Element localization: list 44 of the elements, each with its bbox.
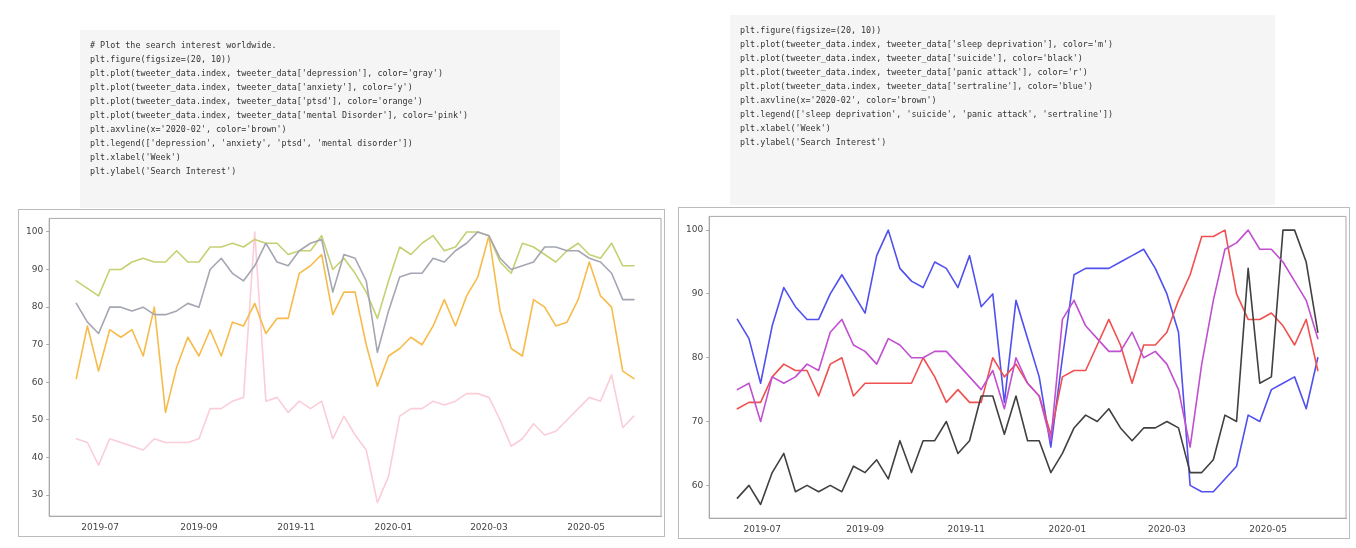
x-tick-label: 2020-05 xyxy=(567,521,605,532)
x-tick-label: 2020-03 xyxy=(470,521,508,532)
y-tick-label: 40 xyxy=(31,451,44,462)
y-tick-label: 90 xyxy=(691,288,704,299)
y-tick-label: 80 xyxy=(691,352,704,363)
text: plt.plot(tweeter_data.index, tweeter_data['anxiety'], color='y') xyxy=(90,81,414,94)
y-tick-label: 70 xyxy=(691,415,704,426)
y-tick-label: 80 xyxy=(31,301,44,312)
y-tick-label: 60 xyxy=(31,376,44,387)
text: plt.ylabel('Search Interest') xyxy=(90,165,238,178)
text: plt.xlabel('Week') xyxy=(740,122,832,135)
text: plt.plot(tweeter_data.index, tweeter_data['suicide'], color='black') xyxy=(740,52,1084,65)
text: plt.plot(tweeter_data.index, tweeter_data['panic attack'], color='r') xyxy=(740,66,1089,79)
x-tick-label: 2019-09 xyxy=(180,521,219,532)
text: plt.xlabel('Week') xyxy=(90,151,182,164)
text: plt.plot(tweeter_data.index, tweeter_data['depression'], color='gray') xyxy=(90,67,444,80)
text: plt.legend(['depression', 'anxiety', 'ptsd', 'mental disorder']) xyxy=(90,137,414,150)
y-tick-label: 90 xyxy=(31,263,44,274)
text: plt.ylabel('Search Interest') xyxy=(740,136,888,149)
y-tick-label: 60 xyxy=(691,479,704,490)
text: plt.axvline(x='2020-02', color='brown') xyxy=(740,94,938,107)
text: plt.axvline(x='2020-02', color='brown') xyxy=(90,123,288,136)
x-tick-label: 2019-07 xyxy=(743,523,782,534)
x-tick-label: 2020-05 xyxy=(1249,523,1287,534)
y-tick-label: 70 xyxy=(31,339,44,350)
x-tick-label: 2020-01 xyxy=(1048,523,1087,534)
text: plt.plot(tweeter_data.index, tweeter_data['mental Disorder'], color='pink') xyxy=(90,109,470,122)
text: plt.plot(tweeter_data.index, tweeter_data['sertraline'], color='blue') xyxy=(740,80,1094,93)
x-tick-label: 2019-11 xyxy=(277,521,315,532)
y-tick-label: 100 xyxy=(25,226,44,237)
text: plt.figure(figsize=(20, 10)) xyxy=(90,53,233,66)
x-tick-label: 2020-03 xyxy=(1148,523,1186,534)
x-tick-label: 2019-11 xyxy=(947,523,986,534)
text: plt.legend(['sleep deprivation', 'suicide', 'panic attack', 'sertraline']) xyxy=(740,108,1115,121)
text: plt.figure(figsize=(20, 10)) xyxy=(740,24,883,37)
text: # Plot the search interest worldwide. xyxy=(90,39,278,52)
y-tick-label: 30 xyxy=(31,489,44,500)
text: plt.plot(tweeter_data.index, tweeter_data['sleep deprivation'], color='m') xyxy=(740,38,1115,51)
text: plt.plot(tweeter_data.index, tweeter_data['ptsd'], color='orange') xyxy=(90,95,424,108)
x-tick-label: 2019-07 xyxy=(81,521,119,532)
y-tick-label: 100 xyxy=(685,224,704,235)
y-tick-label: 50 xyxy=(31,414,44,425)
x-tick-label: 2019-09 xyxy=(846,523,885,534)
x-tick-label: 2020-01 xyxy=(374,521,413,532)
